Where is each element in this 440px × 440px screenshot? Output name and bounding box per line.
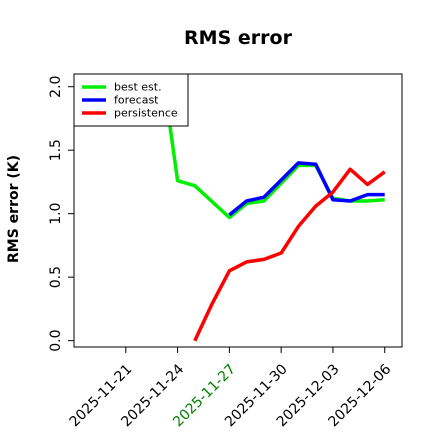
- y-tick-label: 1.0: [48, 203, 64, 225]
- y-axis-label: RMS error (K): [6, 155, 22, 263]
- y-tick-label: 0.0: [48, 330, 64, 352]
- plot-frame: [73, 73, 403, 348]
- y-tick-label: 1.5: [48, 139, 64, 161]
- x-axis: 2025-11-212025-11-242025-11-272025-11-30…: [67, 347, 394, 430]
- legend-label-best-est: best est.: [114, 81, 162, 94]
- y-tick-label: 2.0: [48, 76, 64, 98]
- series-layer: [167, 118, 386, 342]
- chart-title: RMS error: [184, 27, 293, 49]
- series-line-best-est: [167, 118, 385, 220]
- series-line-persistence: [193, 167, 386, 342]
- legend-label-forecast: forecast: [114, 94, 159, 107]
- series-line-forecast: [228, 161, 385, 217]
- legend-label-persistence: persistence: [114, 107, 178, 120]
- y-tick-label: 0.5: [48, 266, 64, 288]
- y-axis: 0.0 0.5 1.0 1.5 2.0: [48, 76, 74, 352]
